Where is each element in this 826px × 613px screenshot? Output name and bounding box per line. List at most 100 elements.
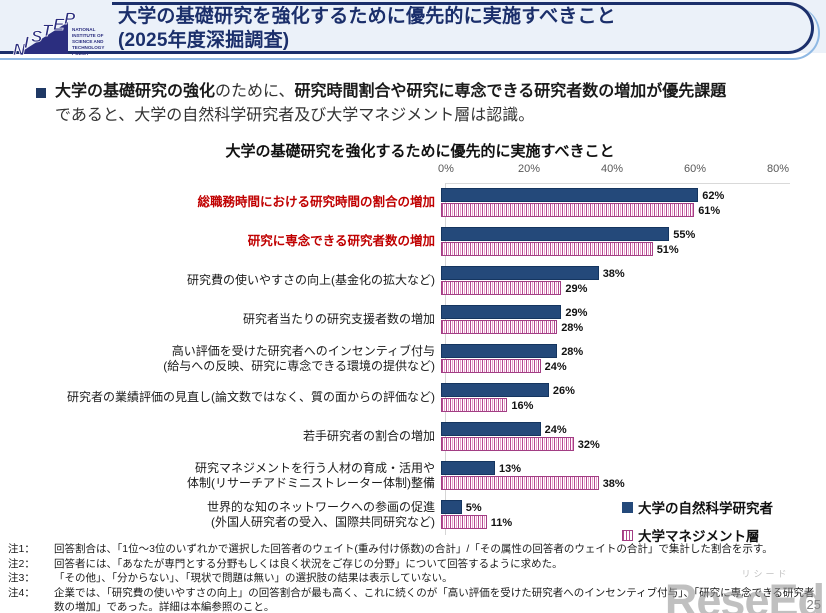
legend-label: 大学の自然科学研究者 [638,501,773,516]
bar-value: 11% [490,517,513,529]
svg-text:P: P [64,9,76,28]
legend-item-researchers: 大学の自然科学研究者 [622,497,773,517]
category-label: 研究に専念できる研究者数の増加 [247,234,435,249]
category-label: 若手研究者の割合の増加 [302,429,435,444]
footnote-text: 回答割合は、「1位～3位のいずれかで選択した回答者のウェイト(重み付け係数)の合… [54,543,773,555]
category-label: 世界的な知のネットワークへの参画の促進 (外国人研究者の受入、国際共同研究など) [206,500,435,529]
bar-value: 62% [702,190,725,202]
nistep-logo: N I S T E P NATIONAL INSTITUTE OF SCIENC… [12,4,110,60]
page-number: 25 [806,597,821,612]
bar-management: 61% [441,203,720,217]
summary-bold-2: 研究時間割合や研究に専念できる研究者数の増加が優先課題 [294,83,727,100]
summary-bold-1: 大学の基礎研究の強化 [55,83,216,100]
bar-researchers: 26% [441,383,575,397]
summary-regular-1: のために、 [215,83,295,100]
footnote-text: 企業では、「研究費の使いやすさの向上」の回答割合が最も高く、これに続くのが「高い… [54,586,815,613]
svg-text:I: I [24,33,30,52]
legend-label: 大学マネジメント層 [638,529,760,544]
bar-value: 24% [544,424,567,436]
bar-researchers: 55% [441,227,695,241]
bar-group: 5% 11% [441,500,821,529]
bar-group: 13% 38% [441,461,821,490]
svg-text:T: T [42,21,54,40]
bar-value: 13% [499,463,522,475]
svg-text:SCIENCE AND: SCIENCE AND [72,39,104,44]
page-title-line2: (2025年度深掘調査) [118,30,290,51]
bar-researchers: 62% [441,188,724,202]
footnote-text: 回答者には、「あなたが専門とする分野もしくは良く状況をご存じの分野」について回答… [54,557,563,570]
x-axis-tick: 0% [438,163,454,175]
bar-value: 28% [561,322,584,334]
chart-title: 大学の基礎研究を強化するために優先的に実施すべきこと [225,143,615,160]
footnote-label: 注4： [8,586,35,599]
logo-triangle [18,22,68,54]
category-label: 高い評価を受けた研究者へのインセンティブ付与 (給与への反映、研究に専念できる環… [163,344,435,373]
plot-top-border [446,183,790,184]
bar-group: 24% 32% [441,422,821,451]
legend-swatch-solid [622,501,633,513]
bar-value: 5% [465,502,482,514]
bar-group: 26% 16% [441,383,821,412]
category-label: 研究費の使いやすさの向上(基金化の拡大など) [187,273,435,288]
chart-row: 高い評価を受けた研究者へのインセンティブ付与 (給与への反映、研究に専念できる環… [0,339,826,378]
bar-group: 29% 28% [441,305,821,334]
chart-row: 総職務時間における研究時間の割合の増加 62% 61% [0,183,826,222]
bar-group: 55% 51% [441,227,821,256]
legend: 大学の自然科学研究者 大学マネジメント層 [622,497,773,553]
bar-researchers: 29% [441,305,587,319]
bar-value: 16% [511,400,534,412]
bar-value: 29% [565,283,588,295]
bar-group: 28% 24% [441,344,821,373]
chart-row: 研究マネジメントを行う人材の育成・活用や 体制(リサーチアドミニストレーター体制… [0,456,826,495]
footnote-label: 注1： [8,543,35,555]
bar-management: 51% [441,242,679,256]
bar-researchers: 5% [441,500,482,514]
footnote-label: 注2： [8,557,35,570]
footnote: 注1： 回答割合は、「1位～3位のいずれかで選択した回答者のウェイト(重み付け係… [8,542,820,557]
bar-management: 28% [441,320,583,334]
svg-text:S: S [31,27,43,46]
footnote-label: 注3： [8,572,35,584]
x-axis-tick: 80% [766,163,790,175]
bar-value: 32% [577,439,600,451]
bar-value: 55% [673,229,696,241]
header-bottom-rule [0,51,700,54]
bar-value: 26% [552,385,575,397]
svg-text:POLICY: POLICY [72,51,89,56]
x-axis-tick: 40% [600,163,624,175]
bar-researchers: 28% [441,344,583,358]
bar-researchers: 24% [441,422,567,436]
nistep-logo-graphic: N I S T E P NATIONAL INSTITUTE OF SCIENC… [13,9,105,60]
footnote: 注2： 回答者には、「あなたが専門とする分野もしくは良く状況をご存じの分野」につ… [8,557,820,572]
chart-row: 若手研究者の割合の増加 24% 32% [0,417,826,456]
bar-management: 38% [441,476,625,490]
svg-text:INSTITUTE OF: INSTITUTE OF [72,33,104,38]
bar-management: 32% [441,437,600,451]
x-axis-tick: 20% [517,163,541,175]
footnote-text: 「その他」、「分からない」、「現状で問題は無い」の選択肢の結果は表示していない。 [54,572,453,584]
bar-researchers: 38% [441,266,625,280]
legend-item-management: 大学マネジメント層 [622,525,773,545]
bar-management: 29% [441,281,587,295]
footnotes: 注1： 回答割合は、「1位～3位のいずれかで選択した回答者のウェイト(重み付け係… [8,542,820,613]
bar-value: 51% [656,244,679,256]
bar-value: 28% [561,346,584,358]
bar-researchers: 13% [441,461,521,475]
bullet-square-icon [36,88,46,98]
bar-group: 38% 29% [441,266,821,295]
bar-value: 61% [698,205,721,217]
page-title: 大学の基礎研究を強化するために優先的に実施すべきこと (2025年度深掘調査) [118,5,616,53]
footnote: 注4： 企業では、「研究費の使いやすさの向上」の回答割合が最も高く、これに続くの… [8,586,820,613]
chart-row: 研究者の業績評価の見直し(論文数ではなく、質の面からの評価など) 26% 16% [0,378,826,417]
bar-management: 24% [441,359,567,373]
chart-rows: 総職務時間における研究時間の割合の増加 62% 61% 研究に専念できる研究者数… [0,183,826,534]
bar-value: 29% [565,307,588,319]
svg-text:NATIONAL: NATIONAL [72,27,96,32]
category-label: 研究者の業績評価の見直し(論文数ではなく、質の面からの評価など) [67,390,435,405]
category-label: 研究者当たりの研究支援者数の増加 [242,312,435,327]
category-label: 研究マネジメントを行う人材の育成・活用や 体制(リサーチアドミニストレーター体制… [187,461,435,490]
bar-management: 16% [441,398,533,412]
bar-management: 11% [441,515,512,529]
chart-row: 研究費の使いやすさの向上(基金化の拡大など) 38% 29% [0,261,826,300]
